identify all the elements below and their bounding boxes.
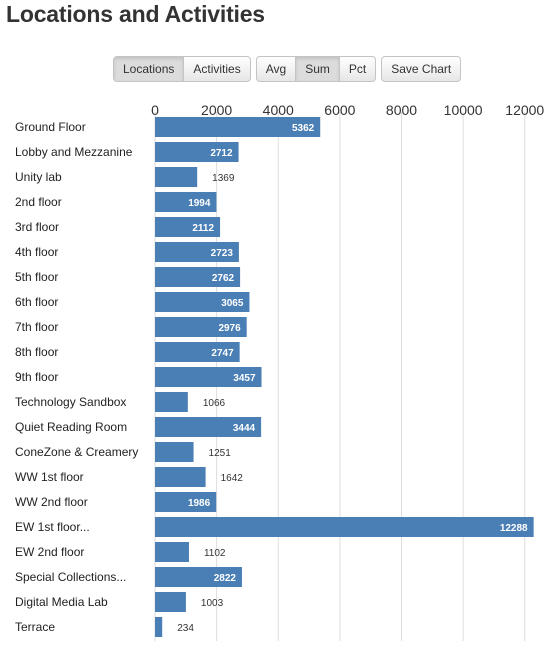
activities-button[interactable]: Activities: [183, 57, 249, 81]
save-chart-button[interactable]: Save Chart: [381, 56, 462, 82]
bar-value-label: 2762: [212, 273, 235, 284]
bar-value-label: 1369: [212, 173, 235, 184]
bar: [155, 442, 194, 462]
x-tick-label: 0: [151, 102, 159, 118]
page-title: Locations and Activities: [6, 1, 265, 27]
category-label: 8th floor: [15, 345, 58, 359]
category-label: 5th floor: [15, 270, 58, 284]
bar-value-label: 2112: [192, 223, 214, 234]
grouping-button-group: Locations Activities: [113, 56, 251, 82]
bar-value-label: 1986: [188, 498, 211, 509]
bar-value-label: 1003: [201, 598, 224, 609]
bar-chart: 0 2000 4000 6000 8000 10000 12000 Ground Floor 5…: [15, 102, 544, 641]
bar: [155, 592, 186, 612]
category-label: Ground Floor: [15, 120, 86, 134]
bar-value-label: 3457: [233, 373, 256, 384]
x-tick-label: 2000: [201, 102, 232, 118]
category-label: Unity lab: [15, 170, 62, 184]
bar-value-label: 12288: [500, 523, 528, 534]
bar: [155, 467, 206, 487]
category-label: Technology Sandbox: [15, 395, 126, 409]
bar-value-label: 234: [177, 623, 194, 634]
bar: [155, 342, 240, 362]
locations-button[interactable]: Locations: [114, 57, 184, 81]
avg-button[interactable]: Avg: [265, 62, 287, 76]
x-tick-label: 4000: [263, 102, 294, 118]
pct-button[interactable]: Pct: [338, 57, 375, 81]
bar: [155, 292, 250, 312]
category-label: 9th floor: [15, 370, 58, 384]
category-label: Quiet Reading Room: [15, 420, 127, 434]
bar: [155, 267, 241, 287]
bar: [155, 492, 217, 512]
bar-value-label: 2723: [211, 248, 234, 259]
category-label: WW 1st floor: [15, 470, 84, 484]
bar-value-label: 1102: [204, 548, 226, 559]
bar-value-label: 3065: [221, 298, 244, 309]
bar-value-label: 5362: [292, 123, 315, 134]
category-label: Digital Media Lab: [15, 595, 108, 609]
category-label: EW 1st floor...: [15, 520, 90, 534]
bar-value-label: 2747: [211, 348, 234, 359]
x-tick-label: 6000: [324, 102, 355, 118]
bar: [155, 417, 262, 437]
category-label: 4th floor: [15, 245, 58, 259]
category-label: Terrace: [15, 620, 55, 634]
category-label: Lobby and Mezzanine: [15, 145, 133, 159]
category-label: WW 2nd floor: [15, 495, 88, 509]
category-label: 6th floor: [15, 295, 58, 309]
bar: [155, 167, 198, 187]
category-label: 7th floor: [15, 320, 58, 334]
bar: [155, 517, 534, 537]
bar: [155, 392, 188, 412]
bar: [155, 217, 221, 237]
category-label: ConeZone & Creamery: [15, 445, 138, 459]
chart-toolbar: Locations Activities Avg Sum Pct Save Ch…: [113, 56, 462, 82]
bar-value-label: 3444: [233, 423, 256, 434]
bar: [155, 617, 163, 637]
bar-value-label: 2822: [214, 573, 237, 584]
bar: [155, 567, 242, 587]
bar: [155, 542, 189, 562]
x-tick-label: 10000: [444, 102, 483, 118]
bar: [155, 367, 262, 387]
category-label: EW 2nd floor: [15, 545, 84, 559]
category-label: 2nd floor: [15, 195, 62, 209]
bar: [155, 242, 239, 262]
bar-value-label: 2712: [210, 148, 233, 159]
bar: [155, 142, 239, 162]
bar: [155, 192, 217, 212]
category-label: 3rd floor: [15, 220, 59, 234]
x-tick-label: 8000: [386, 102, 417, 118]
bar-value-label: 1642: [221, 473, 244, 484]
category-label: Special Collections...: [15, 570, 126, 584]
aggregation-button-group: Avg Sum Pct: [255, 56, 377, 82]
bar-value-label: 1994: [188, 198, 211, 209]
bar: [155, 317, 247, 337]
sum-button[interactable]: Sum: [295, 57, 339, 81]
bar-value-label: 1066: [203, 398, 226, 409]
bar-value-label: 1251: [209, 448, 232, 459]
x-tick-label: 12000: [505, 102, 544, 118]
bar-value-label: 2976: [218, 323, 241, 334]
bar: [155, 117, 321, 137]
